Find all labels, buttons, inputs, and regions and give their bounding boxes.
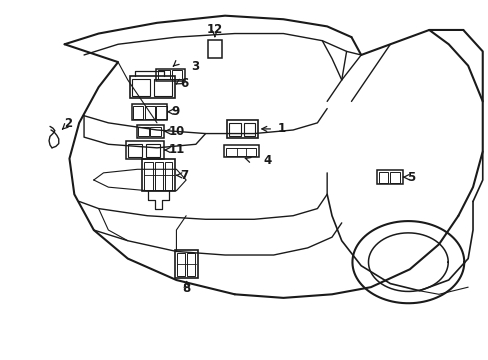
Bar — [389, 172, 399, 183]
Bar — [130, 76, 175, 98]
Bar — [171, 70, 182, 79]
Text: 9: 9 — [171, 105, 180, 118]
Bar — [156, 106, 166, 118]
Text: 4: 4 — [263, 154, 271, 167]
Text: 11: 11 — [168, 144, 184, 157]
Bar — [127, 144, 142, 157]
Bar — [153, 78, 172, 96]
Text: 10: 10 — [168, 125, 184, 138]
Bar — [133, 106, 143, 118]
Bar — [158, 70, 169, 79]
Bar — [187, 253, 195, 276]
Text: 3: 3 — [191, 60, 199, 73]
Bar — [144, 106, 155, 118]
Text: 12: 12 — [206, 23, 223, 36]
Bar — [154, 162, 163, 190]
Bar — [177, 253, 185, 276]
Bar — [207, 40, 222, 58]
Bar — [136, 125, 163, 138]
Text: 5: 5 — [407, 171, 415, 184]
Bar — [142, 159, 175, 192]
Bar — [225, 148, 256, 156]
Bar — [131, 104, 166, 120]
Bar — [125, 141, 163, 158]
Bar — [138, 127, 148, 136]
Bar — [378, 172, 387, 183]
Bar — [224, 145, 259, 157]
Bar — [143, 162, 152, 190]
Bar — [146, 144, 160, 157]
Bar — [156, 68, 185, 81]
Bar — [131, 78, 150, 96]
Text: 2: 2 — [63, 117, 72, 130]
Text: 7: 7 — [180, 169, 188, 182]
Bar — [229, 123, 241, 136]
Bar — [227, 120, 257, 138]
Text: 6: 6 — [180, 77, 188, 90]
Bar — [165, 162, 172, 190]
Bar — [243, 123, 255, 136]
Bar — [376, 170, 402, 184]
Bar — [175, 249, 198, 278]
Text: 1: 1 — [278, 122, 285, 135]
Bar — [150, 127, 161, 136]
Text: 8: 8 — [182, 282, 190, 295]
